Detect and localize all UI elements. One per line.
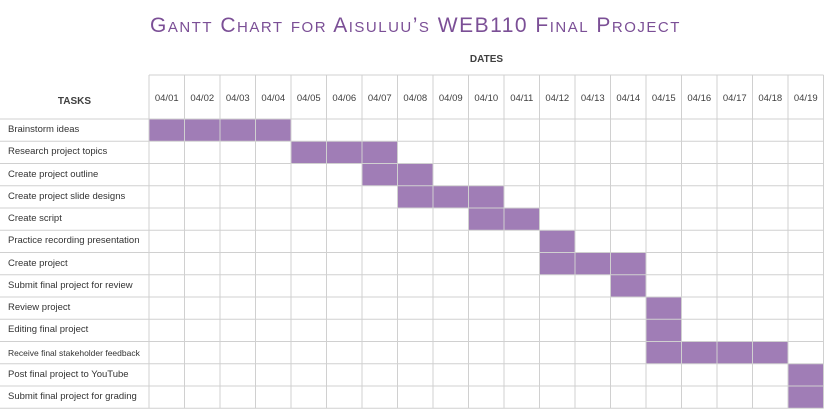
- task-label: Practice recording presentation: [8, 235, 140, 247]
- date-label: 04/15: [652, 93, 676, 104]
- chart-title: Gantt Chart for Aisuluu’s WEB110 Final P…: [150, 14, 681, 37]
- date-label: 04/13: [581, 93, 605, 104]
- grid-lines: [0, 74, 824, 409]
- date-label: 04/08: [403, 93, 427, 104]
- gantt-bar: [646, 297, 682, 320]
- date-label: 04/09: [439, 93, 463, 104]
- date-label: 04/02: [190, 93, 214, 104]
- gantt-bar: [788, 363, 824, 386]
- date-label: 04/18: [758, 93, 782, 104]
- date-label: 04/01: [155, 93, 179, 104]
- task-label: Receive final stakeholder feedback: [8, 347, 140, 358]
- gantt-bar: [646, 319, 682, 342]
- date-label: 04/03: [226, 93, 250, 104]
- task-label: Review project: [8, 302, 71, 313]
- gantt-bar: [610, 274, 646, 297]
- task-label: Create project slide designs: [8, 190, 126, 202]
- gantt-bar: [539, 252, 646, 275]
- date-labels: 04/01 04/02 04/03 04/04 04/05 04/06 04/07 04/08…: [155, 93, 818, 104]
- dates-axis-label: DATES: [469, 54, 504, 65]
- date-label: 04/10: [474, 93, 498, 104]
- date-label: 04/05: [297, 93, 321, 104]
- gantt-bar: [539, 230, 575, 253]
- date-label: 04/11: [510, 93, 533, 104]
- task-label: Create script: [8, 213, 62, 224]
- task-label: Submit final project for grading: [8, 391, 137, 402]
- date-label: 04/14: [616, 93, 640, 104]
- task-label: Research project topics: [8, 146, 108, 158]
- task-label: Brainstorm ideas: [8, 124, 80, 135]
- task-label: Editing final project: [8, 324, 89, 336]
- date-label: 04/16: [687, 93, 711, 104]
- gantt-bar: [291, 141, 398, 164]
- bar-group: [149, 119, 824, 409]
- date-label: 04/04: [261, 93, 285, 104]
- date-label: 04/19: [794, 93, 818, 104]
- gantt-bar: [788, 386, 824, 409]
- tasks-axis-label: TASKS: [57, 96, 92, 107]
- date-label: 04/07: [368, 93, 392, 104]
- gantt-bar: [397, 185, 504, 208]
- task-label: Submit final project for review: [8, 279, 133, 291]
- date-label: 04/12: [545, 93, 569, 104]
- task-label: Post final project to YouTube: [8, 368, 129, 380]
- task-label: Create project: [8, 257, 68, 269]
- task-label: Create project outline: [8, 168, 99, 180]
- date-label: 04/06: [332, 93, 356, 104]
- date-label: 04/17: [723, 93, 747, 104]
